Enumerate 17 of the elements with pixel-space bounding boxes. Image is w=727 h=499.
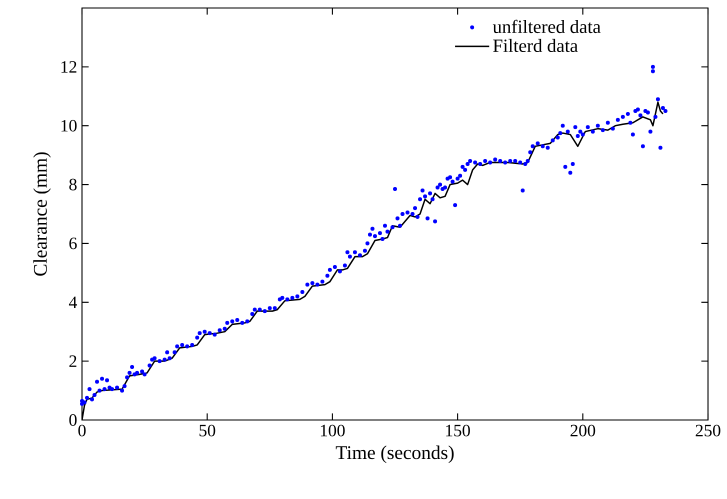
x-tick-label: 50 — [200, 424, 216, 436]
y-tick-label: 4 — [68, 296, 78, 308]
legend-label: Filterd data — [493, 38, 578, 52]
y-tick-label: 8 — [69, 178, 77, 190]
y-tick-label: 6 — [69, 238, 77, 250]
x-tick-label: 0 — [78, 424, 86, 436]
x-tick-label: 250 — [696, 424, 720, 436]
x-tick-label: 100 — [320, 424, 345, 436]
legend-label: unfiltered data — [492, 20, 601, 34]
y-tick-label: 12 — [61, 61, 76, 73]
y-tick-label: 0 — [69, 414, 77, 426]
y-tick-label: 10 — [61, 120, 77, 132]
x-axis-title: Time (seconds) — [336, 446, 454, 464]
x-tick-label: 150 — [446, 424, 470, 436]
y-axis-title: Clearance (mm) — [33, 152, 51, 276]
x-tick-label: 200 — [570, 424, 596, 436]
y-tick-label: 2 — [69, 355, 76, 367]
